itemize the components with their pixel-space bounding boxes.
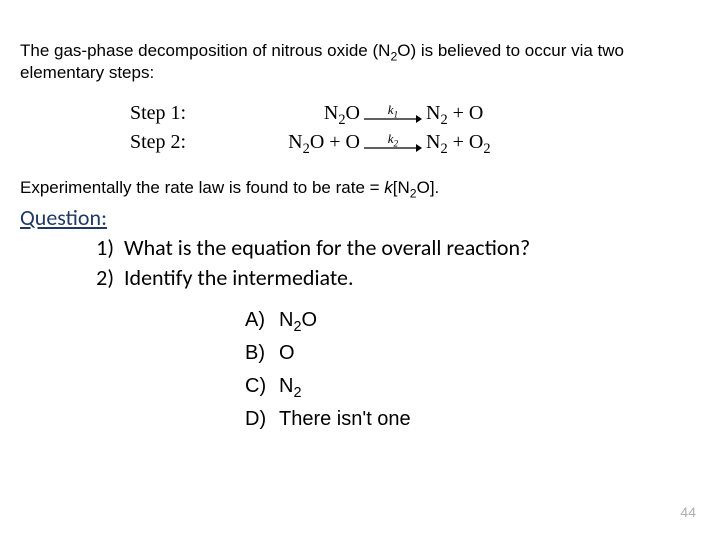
q1-num: 1) (84, 233, 124, 263)
option-d: D) There isn't one (245, 408, 700, 431)
reaction-steps: Step 1: N2O k1 N2 + O Step 2: N2O + O k2… (130, 102, 700, 154)
opt-a-letter: A) (245, 309, 279, 332)
oa-pre: N (279, 309, 293, 331)
s2-rp: + O (448, 131, 484, 153)
s2-la: N (288, 131, 302, 153)
option-c: C) N2 (245, 375, 700, 398)
opt-c-text: N2 (279, 375, 301, 398)
intro-text: The gas-phase decomposition of nitrous o… (20, 40, 700, 84)
question-1: 1) What is the equation for the overall … (84, 233, 700, 263)
step-1-reactant: N2O (240, 102, 360, 125)
oc-sub: 2 (293, 385, 301, 401)
step-1-label: Step 1: (130, 102, 240, 125)
opt-b-text: O (279, 342, 295, 365)
oa-post: O (301, 309, 317, 331)
step-1-product: N2 + O (426, 102, 483, 125)
oc-pre: N (279, 375, 293, 397)
step-2-arrow: k2 (364, 132, 422, 153)
intro-pre: The gas-phase decomposition of nitrous o… (20, 41, 390, 60)
exp-k: k (384, 178, 393, 197)
opt-d-text: There isn't one (279, 408, 411, 431)
s2-lb: O + O (310, 131, 360, 153)
s2-ra: N (426, 131, 440, 153)
opt-a-text: N2O (279, 309, 317, 332)
s1-lb: O (346, 102, 360, 124)
s1-rp: + O (448, 102, 484, 124)
option-b: B) O (245, 342, 700, 365)
step-1-arrow: k1 (364, 103, 422, 124)
opt-c-letter: C) (245, 375, 279, 398)
s2-o2s: 2 (483, 141, 490, 157)
opt-d-letter: D) (245, 408, 279, 431)
exp-bc: O]. (417, 178, 440, 197)
step-2-label: Step 2: (130, 131, 240, 154)
question-heading: Question: (20, 204, 700, 231)
answer-options: A) N2O B) O C) N2 D) There isn't one (245, 309, 700, 431)
exp-sub: 2 (410, 187, 417, 201)
s1-ras: 2 (440, 112, 447, 128)
s1-la: N (324, 102, 338, 124)
s2-ras: 2 (440, 141, 447, 157)
exp-bo: [N (393, 178, 410, 197)
exp-pre: Experimentally the rate law is found to … (20, 178, 384, 197)
question-2: 2) Identify the intermediate. (84, 263, 700, 293)
opt-b-letter: B) (245, 342, 279, 365)
step-1-row: Step 1: N2O k1 N2 + O (130, 102, 700, 125)
s1-ra: N (426, 102, 440, 124)
page-number: 44 (680, 504, 696, 520)
question-list: 1) What is the equation for the overall … (84, 233, 700, 292)
arrow-icon (364, 143, 422, 153)
arrow-icon (364, 114, 422, 124)
s1-las: 2 (338, 112, 345, 128)
q2-text: Identify the intermediate. (124, 263, 354, 293)
step-2-reactant: N2O + O (240, 131, 360, 154)
experiment-text: Experimentally the rate law is found to … (20, 178, 700, 198)
option-a: A) N2O (245, 309, 700, 332)
q1-text: What is the equation for the overall rea… (124, 233, 530, 263)
s2-las: 2 (303, 141, 310, 157)
q2-num: 2) (84, 263, 124, 293)
step-2-product: N2 + O2 (426, 131, 491, 154)
step-2-row: Step 2: N2O + O k2 N2 + O2 (130, 131, 700, 154)
